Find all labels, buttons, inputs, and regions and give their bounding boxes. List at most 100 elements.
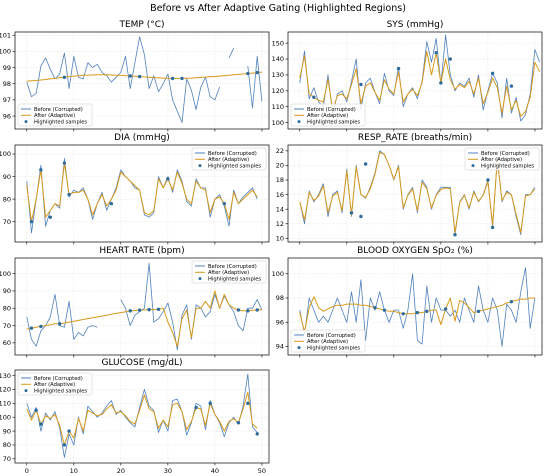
- highlight-point: [236, 421, 241, 425]
- highlight-point: [208, 401, 212, 406]
- legend: Before (Corrupted)After (Adaptive)Highli…: [191, 260, 267, 284]
- y-tick-label: 140: [272, 55, 284, 63]
- y-tick-label: 90: [3, 287, 11, 295]
- chart-title: SYS (mmHg): [387, 20, 444, 30]
- highlight-point: [443, 307, 448, 311]
- legend-label-after: After (Adaptive): [307, 339, 348, 345]
- highlight-point: [246, 309, 250, 313]
- legend-label-before: Before (Corrupted): [307, 333, 356, 339]
- y-tick-label: 120: [272, 87, 284, 95]
- series-line-before: [26, 293, 98, 347]
- highlight-point: [363, 162, 368, 166]
- highlight-point: [373, 306, 377, 310]
- series-line-after: [26, 71, 262, 82]
- chart-panel-5: HEART RATE (bpm) 60 70 80 90 100 Before (Corru…: [0, 246, 270, 358]
- legend-box: [290, 103, 366, 127]
- highlight-point: [62, 75, 67, 79]
- highlight-point: [34, 408, 38, 412]
- legend-label-after: After (Adaptive): [208, 157, 249, 163]
- legend-label-after: After (Adaptive): [34, 382, 75, 388]
- y-tick-label: 150: [272, 39, 284, 47]
- chart-title: GLUCOSE (mg/dL): [101, 358, 182, 368]
- legend-label-after: After (Adaptive): [481, 157, 522, 163]
- legend-label-before: Before (Corrupted): [34, 107, 83, 113]
- highlight-point: [194, 405, 198, 410]
- highlight-point: [448, 57, 452, 61]
- legend-box: [290, 329, 366, 353]
- highlight-point: [29, 326, 34, 330]
- highlight-point: [57, 322, 62, 326]
- axes-frame: [287, 257, 543, 356]
- axes-frame: [287, 144, 543, 243]
- series-line-after: [26, 290, 262, 347]
- series-line-after: [299, 50, 541, 117]
- chart-panel-2: SYS (mmHg) 100 110 120 130 140 150 Before (Corr…: [272, 20, 543, 132]
- highlight-point: [39, 324, 43, 329]
- highlight-point: [246, 401, 250, 406]
- x-tick-label: 50: [258, 467, 266, 475]
- highlight-point: [109, 201, 114, 206]
- highlight-point: [222, 201, 227, 206]
- highlight-point: [486, 178, 490, 182]
- highlight-point: [236, 308, 241, 312]
- highlight-point: [166, 177, 170, 181]
- y-tick-label: 80: [3, 441, 11, 449]
- chart-title: RESP_RATE (breaths/min): [358, 133, 472, 143]
- legend: Before (Corrupted)After (Adaptive)Highli…: [17, 103, 93, 127]
- highlight-point: [67, 192, 71, 197]
- y-tick-label: 120: [0, 386, 11, 394]
- y-tick-label: 18: [276, 176, 284, 184]
- highlight-point: [434, 50, 438, 55]
- highlight-point: [425, 309, 429, 314]
- legend-marker-highlight: [24, 120, 28, 124]
- highlight-point: [156, 307, 161, 311]
- highlight-point: [29, 219, 34, 224]
- legend-label-before: Before (Corrupted): [307, 107, 356, 113]
- legend-label-highlight: Highlighted samples: [34, 119, 87, 125]
- highlight-point: [246, 71, 250, 76]
- legend-box: [17, 372, 93, 396]
- legend-label-after: After (Adaptive): [307, 113, 348, 119]
- highlight-point: [312, 95, 316, 99]
- legend-label-before: Before (Corrupted): [481, 151, 530, 157]
- highlight-point: [401, 312, 405, 316]
- y-tick-label: 96: [276, 318, 284, 326]
- x-tick-label: 40: [211, 467, 219, 475]
- highlight-point: [62, 161, 67, 165]
- y-tick-label: 100: [0, 48, 11, 56]
- y-tick-label: 20: [276, 162, 284, 170]
- axes-frame: [14, 31, 270, 130]
- chart-title: HEART RATE (bpm): [99, 246, 184, 256]
- chart-title: TEMP (°C): [118, 20, 164, 30]
- chart-panel-4: RESP_RATE (breaths/min) 10 12 14 16 18 20 22 Bef…: [276, 133, 543, 245]
- highlight-point: [137, 74, 142, 79]
- y-tick-label: 22: [276, 147, 284, 155]
- axes-frame: [287, 31, 543, 130]
- legend-label-before: Before (Corrupted): [208, 151, 257, 157]
- y-tick-label: 90: [3, 427, 11, 435]
- legend-marker-highlight: [24, 389, 28, 393]
- series-line-before: [26, 373, 258, 458]
- legend: Before (Corrupted)After (Adaptive)Highli…: [17, 372, 93, 396]
- y-tick-label: 100: [0, 413, 11, 421]
- legend: Before (Corrupted)After (Adaptive)Highli…: [464, 147, 540, 171]
- legend-label-highlight: Highlighted samples: [208, 163, 261, 169]
- y-tick-label: 70: [3, 455, 11, 463]
- legend: Before (Corrupted)After (Adaptive)Highli…: [290, 329, 366, 353]
- highlight-point: [509, 299, 514, 304]
- highlight-point: [255, 308, 259, 312]
- highlight-point: [62, 443, 67, 447]
- x-tick-label: 0: [25, 467, 29, 475]
- legend-box: [191, 147, 267, 171]
- axes-frame: [14, 144, 270, 243]
- y-tick-label: 99: [3, 64, 11, 72]
- highlight-point: [255, 70, 259, 75]
- series-line-before: [247, 55, 263, 109]
- legend: Before (Corrupted)After (Adaptive)Highli…: [191, 147, 267, 171]
- y-tick-label: 60: [3, 339, 11, 347]
- legend-box: [17, 103, 93, 127]
- highlight-point: [180, 76, 184, 81]
- y-tick-label: 98: [3, 80, 11, 88]
- axes-frame: [14, 369, 270, 464]
